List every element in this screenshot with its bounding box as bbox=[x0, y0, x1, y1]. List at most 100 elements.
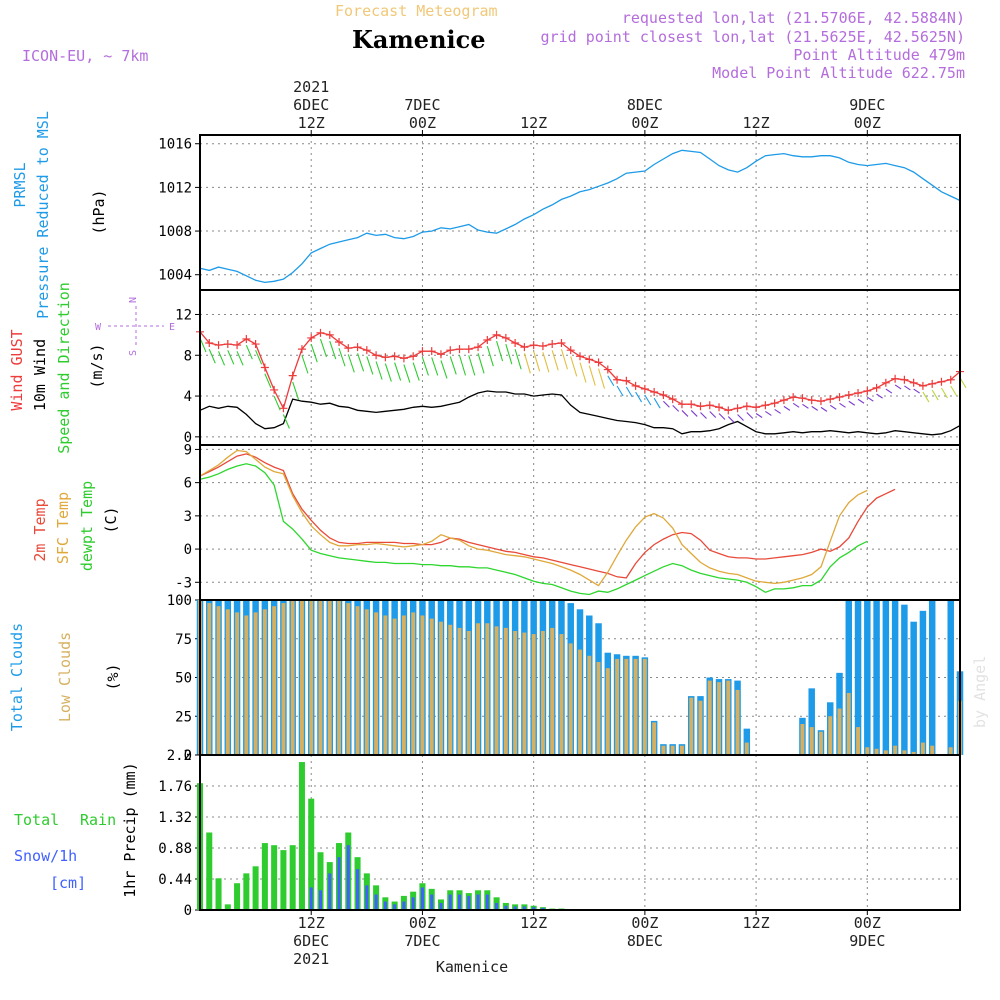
gust-marker bbox=[279, 404, 288, 413]
rain-bar bbox=[206, 832, 213, 910]
low-cloud-bar bbox=[429, 618, 434, 755]
wind-barb bbox=[653, 397, 661, 409]
y-tick-label: 9 bbox=[184, 442, 192, 458]
low-cloud-bar bbox=[420, 615, 425, 755]
total-cloud-bar bbox=[845, 600, 853, 755]
low-cloud-bar bbox=[457, 627, 462, 755]
wind-barb bbox=[431, 357, 439, 376]
snow-bar bbox=[504, 905, 508, 910]
low-cloud-bar bbox=[253, 612, 258, 755]
low-cloud-bar bbox=[300, 600, 304, 755]
clouds-panel: 0 25 50 75 100 bbox=[167, 593, 964, 764]
panel-frame bbox=[199, 754, 961, 911]
gust-marker bbox=[909, 378, 918, 387]
bottom-time-label: 00Z bbox=[854, 914, 881, 932]
snow-bar bbox=[458, 894, 462, 910]
wind-barb bbox=[727, 416, 735, 423]
low-cloud-bar bbox=[327, 600, 332, 755]
low-cloud-bar bbox=[800, 724, 805, 755]
wind-barb bbox=[672, 404, 680, 412]
low-cloud-bar bbox=[337, 600, 341, 755]
wind-barb bbox=[412, 362, 420, 381]
wind10m-label: 10m Wind bbox=[31, 339, 49, 411]
gust-marker bbox=[205, 339, 214, 348]
point-altitude: Point Altitude 479m bbox=[793, 46, 965, 64]
gust-marker bbox=[297, 345, 306, 354]
gust-marker bbox=[761, 401, 770, 410]
bottom-time-label: 7DEC bbox=[404, 932, 440, 950]
low-cloud-bar bbox=[883, 750, 888, 755]
wind-barb bbox=[700, 412, 707, 419]
gust-marker bbox=[242, 334, 251, 343]
rain-bar bbox=[308, 798, 315, 910]
wind-barb bbox=[904, 385, 911, 391]
sfc-temp-line bbox=[199, 449, 868, 587]
compass-rose: N S W E bbox=[95, 297, 175, 356]
low-cloud-bar bbox=[707, 680, 712, 755]
wind-barb bbox=[264, 373, 272, 388]
low-cloud-bar bbox=[531, 634, 536, 755]
top-time-label: 7DEC bbox=[404, 96, 440, 114]
wind-barb bbox=[533, 351, 541, 372]
cloud-unit-label: (%) bbox=[104, 663, 122, 690]
low-cloud-bar bbox=[717, 682, 721, 755]
gust-marker bbox=[705, 401, 714, 410]
gust-marker bbox=[816, 397, 825, 406]
low-cloud-bar bbox=[568, 643, 573, 755]
wind-barb bbox=[310, 343, 318, 363]
gust-marker bbox=[779, 396, 788, 405]
gust-marker bbox=[687, 400, 696, 409]
panel-frame bbox=[199, 134, 961, 291]
snow-bar bbox=[485, 894, 489, 910]
low-cloud-bar bbox=[846, 693, 851, 755]
bottom-time-label: 12Z bbox=[520, 914, 547, 932]
total-label: Total bbox=[14, 811, 59, 829]
gust-marker bbox=[650, 387, 659, 396]
wind-barb bbox=[783, 405, 791, 411]
y-tick-label: 100 bbox=[167, 593, 192, 609]
gust-marker bbox=[538, 342, 547, 351]
low-cloud-bar bbox=[605, 668, 610, 755]
y-tick-label: 8 bbox=[184, 348, 192, 364]
wind-barb bbox=[421, 357, 429, 376]
low-cloud-bar bbox=[383, 615, 388, 755]
wind-barb bbox=[394, 362, 402, 381]
rain-bar bbox=[289, 845, 296, 910]
temp-labels: 2m Temp SFC Temp dewpt Temp (C) bbox=[31, 481, 120, 571]
snow-bar bbox=[383, 901, 387, 910]
model-name: ICON-EU, ~ 7km bbox=[22, 47, 148, 65]
low-cloud-bar bbox=[865, 747, 870, 755]
low-cloud-bar bbox=[559, 634, 564, 755]
low-cloud-bar bbox=[466, 631, 471, 755]
total-cloud-bar bbox=[891, 600, 899, 755]
dewpt-line bbox=[199, 463, 868, 596]
gust-marker bbox=[427, 347, 436, 356]
temperature-panel: -3 0 3 6 9 bbox=[175, 442, 961, 601]
rain-bar bbox=[280, 850, 287, 910]
wind-barb bbox=[560, 349, 568, 370]
gust-marker bbox=[668, 395, 677, 404]
low-cloud-bar bbox=[828, 716, 833, 755]
bottom-time-label: 12Z bbox=[743, 914, 770, 932]
gust-marker bbox=[362, 346, 371, 355]
panel-frame bbox=[199, 289, 961, 446]
wind-panel: 0 4 8 12 bbox=[175, 289, 967, 446]
low-cloud-bar bbox=[698, 700, 703, 755]
top-time-label: 2021 bbox=[293, 78, 329, 96]
gust-marker bbox=[770, 399, 779, 408]
low-cloud-bar bbox=[587, 655, 592, 755]
snow-bar bbox=[393, 904, 397, 910]
gust-marker bbox=[872, 383, 881, 392]
snow-bar bbox=[411, 897, 415, 910]
wind-barb bbox=[913, 388, 920, 394]
snow-bar bbox=[420, 887, 424, 910]
gust-marker bbox=[594, 358, 603, 367]
gust-marker bbox=[446, 346, 455, 355]
gust-marker bbox=[520, 343, 529, 352]
low-cloud-bar bbox=[411, 612, 416, 755]
gust-marker bbox=[409, 352, 418, 361]
precip-unit-label: 1hr Precip (mm) bbox=[121, 762, 139, 897]
y-tick-label: 75 bbox=[175, 632, 192, 648]
snow-bar bbox=[513, 906, 517, 910]
wind-barb bbox=[885, 388, 893, 394]
